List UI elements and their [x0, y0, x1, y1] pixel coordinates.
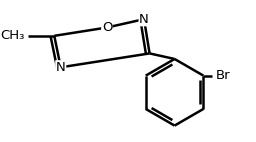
Text: N: N [56, 61, 66, 74]
Text: O: O [102, 21, 112, 34]
Text: N: N [139, 13, 149, 26]
Text: Br: Br [216, 69, 230, 82]
Text: CH₃: CH₃ [0, 29, 25, 42]
